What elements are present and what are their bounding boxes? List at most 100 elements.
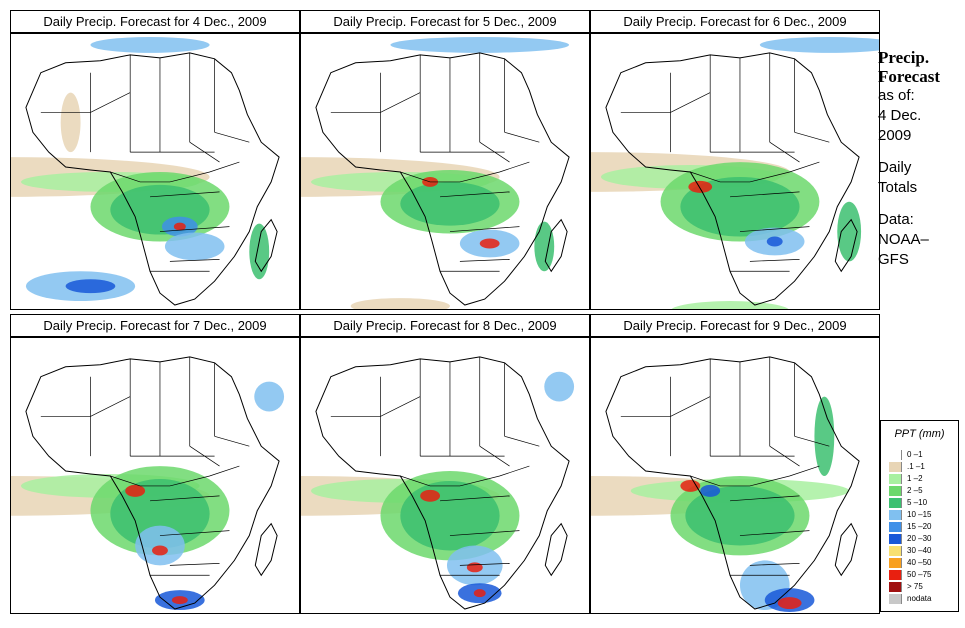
country-border [504,131,540,143]
country-border [739,530,810,536]
country-border [189,141,220,163]
country-border [459,259,510,262]
madagascar-outline [544,522,568,577]
precip-area [400,480,500,551]
legend-swatch [889,534,902,544]
country-border [769,141,800,163]
precip-map [590,32,880,310]
country-border [159,530,230,536]
country-border [730,191,800,198]
legend-label: 20 –30 [907,534,932,543]
precip-area [420,489,441,502]
legend-swatch [889,486,902,496]
africa-coastline [605,52,860,306]
sidebar-title-line2: Forecast [878,67,940,86]
legend-label: .1 –1 [907,462,925,471]
country-border [449,226,520,232]
precip-area [171,596,188,605]
legend-swatch [889,522,902,532]
forecast-panel-dec6: Daily Precip. Forecast for 6 Dec., 2009 [590,10,880,310]
precip-area [466,562,483,573]
precip-map [300,32,590,310]
forecast-panel-dec9: Daily Precip. Forecast for 9 Dec., 2009 [590,314,880,614]
legend-label: 5 –10 [907,498,928,507]
precip-area [680,479,701,492]
madagascar-outline [254,522,278,577]
precip-area [766,236,783,247]
country-border [504,435,540,447]
country-border [110,465,240,487]
africa-coastline [605,356,860,610]
country-border [90,396,131,417]
legend-label: 15 –20 [907,522,932,531]
africa-coastline [25,52,280,306]
africa-map [301,36,570,309]
precip-area [671,301,789,309]
africa-map [11,36,280,306]
precip-area [544,371,575,402]
country-border [150,495,220,502]
legend-swatch [889,570,902,580]
country-border [739,226,810,232]
precip-area [249,223,270,280]
country-border [670,92,711,113]
country-border [110,161,240,183]
precip-area [125,484,146,497]
precip-area [473,589,486,598]
precip-area [688,180,713,193]
precip-area [534,221,555,272]
legend-swatch [889,450,902,460]
panel-title: Daily Precip. Forecast for 4 Dec., 2009 [10,10,300,34]
country-border [90,92,131,113]
country-border [380,92,421,113]
precip-area [164,232,225,261]
info-sidebar: Precip. Forecast as of: 4 Dec. 2009 Dail… [878,48,964,270]
panel-title: Daily Precip. Forecast for 7 Dec., 2009 [10,314,300,338]
legend-swatch [889,498,902,508]
legend-label: 10 –15 [907,510,932,519]
data-label: Data: [878,211,914,228]
precip-area [759,36,879,53]
country-border [400,161,530,183]
precip-area [479,238,500,249]
legend-swatch [889,546,902,556]
legend-label: 40 –50 [907,558,932,567]
precip-area [254,381,285,412]
country-border [449,530,520,536]
daily-label: Daily [878,159,912,176]
precip-area [814,396,835,476]
country-border [690,161,820,183]
country-border [479,445,510,467]
legend-swatch [889,510,902,520]
forecast-panel-dec5: Daily Precip. Forecast for 5 Dec., 2009 [300,10,590,310]
country-border [690,465,820,487]
legend-swatch [889,462,902,472]
precip-area [60,92,81,153]
country-border [730,495,800,502]
precip-map [10,32,300,310]
legend-label: nodata [907,594,932,603]
ppt-legend: PPT (mm) 0 –1 .1 –1 1 –2 2 –5 5 –10 10 –15 15 … [880,420,959,612]
africa-map [591,36,879,309]
country-border [189,445,220,467]
africa-coastline [315,356,570,610]
legend-label: 0 –1 [907,450,923,459]
country-border [749,563,800,566]
country-border [670,396,711,417]
precip-area [777,597,802,610]
precip-area [400,181,500,226]
country-border [794,435,830,447]
legend-label: 30 –40 [907,546,932,555]
country-border [214,131,250,143]
panel-title: Daily Precip. Forecast for 8 Dec., 2009 [300,314,590,338]
precip-map [10,336,300,614]
country-border [749,259,800,262]
country-border [150,191,220,198]
precip-map [300,336,590,614]
madagascar-outline [544,218,568,273]
legend-swatch [889,582,902,592]
country-border [159,226,230,232]
country-border [214,435,250,447]
country-border [769,445,800,467]
africa-coastline [25,356,280,610]
